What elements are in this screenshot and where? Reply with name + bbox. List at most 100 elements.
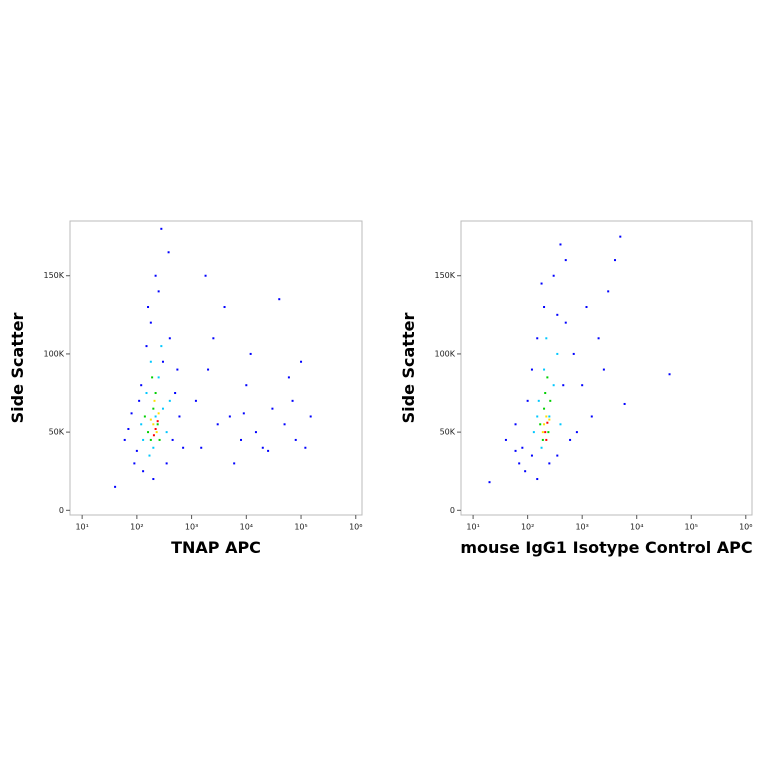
y-axis-label: Side Scatter — [399, 313, 418, 424]
y-tick-label: 100K — [43, 349, 64, 358]
event-dot — [536, 415, 539, 418]
y-tick-label: 100K — [434, 349, 455, 358]
event-dot — [283, 423, 286, 426]
y-tick-label: 150K — [434, 271, 455, 280]
event-dot — [245, 384, 248, 387]
event-dot — [564, 321, 567, 324]
event-dot — [623, 402, 626, 405]
event-dot — [157, 290, 160, 293]
event-dot — [204, 274, 207, 277]
x-tick-label: 10⁴ — [630, 523, 643, 532]
event-dot — [544, 431, 547, 434]
event-dot — [556, 313, 559, 316]
event-dot — [518, 462, 521, 465]
event-dot — [161, 360, 164, 363]
event-dot — [140, 423, 143, 426]
event-dot — [194, 399, 197, 402]
event-dot — [142, 438, 145, 441]
event-dot — [138, 399, 141, 402]
event-dot — [160, 345, 163, 348]
event-dot — [182, 446, 185, 449]
event-dot — [514, 449, 517, 452]
event-dot — [228, 415, 231, 418]
x-tick-label: 10² — [130, 523, 143, 532]
event-dot — [514, 423, 517, 426]
event-dot — [619, 235, 622, 238]
event-dot — [504, 438, 507, 441]
event-dot — [532, 431, 535, 434]
event-dot — [148, 454, 151, 457]
event-dot — [178, 415, 181, 418]
event-dot — [171, 438, 174, 441]
event-dot — [149, 321, 152, 324]
event-dot — [607, 290, 610, 293]
event-dot — [223, 306, 226, 309]
event-dot — [267, 449, 270, 452]
event-dot — [548, 415, 551, 418]
event-dot — [154, 274, 157, 277]
event-dot — [540, 282, 543, 285]
event-dot — [536, 337, 539, 340]
event-dot — [133, 462, 136, 465]
event-dot — [543, 423, 546, 426]
event-dot — [154, 392, 157, 395]
event-dot — [143, 415, 146, 418]
event-dot — [149, 360, 152, 363]
y-tick-label: 50K — [49, 428, 65, 437]
event-dot — [488, 481, 491, 484]
event-dot — [176, 368, 179, 371]
event-dot — [161, 407, 164, 410]
event-dot — [562, 384, 565, 387]
event-dot — [165, 462, 168, 465]
x-axis-label: TNAP APC — [171, 538, 261, 557]
event-dot — [140, 384, 143, 387]
event-dot — [135, 449, 138, 452]
event-dot — [261, 446, 264, 449]
event-dot — [541, 438, 544, 441]
y-tick-label: 0 — [450, 506, 455, 515]
event-dot — [309, 415, 312, 418]
event-dot — [602, 368, 605, 371]
event-dot — [536, 478, 539, 481]
event-dot — [149, 418, 152, 421]
event-dot — [547, 431, 550, 434]
event-dot — [543, 407, 546, 410]
event-dot — [168, 337, 171, 340]
event-dot — [152, 423, 155, 426]
event-dot — [556, 352, 559, 355]
event-dot — [668, 373, 671, 376]
event-dot — [207, 368, 210, 371]
event-dot — [156, 423, 159, 426]
event-dot — [546, 421, 549, 424]
event-dot — [174, 392, 177, 395]
event-dot — [540, 446, 543, 449]
event-dot — [212, 337, 215, 340]
x-axis-label: mouse IgG1 Isotype Control APC — [460, 538, 752, 557]
event-dot — [545, 415, 548, 418]
event-dot — [521, 446, 524, 449]
event-dot — [127, 427, 130, 430]
event-dot — [539, 423, 542, 426]
event-dot — [552, 384, 555, 387]
event-dot — [151, 376, 154, 379]
event-dot — [530, 454, 533, 457]
event-dot — [575, 431, 578, 434]
event-dot — [152, 434, 155, 437]
event-dot — [154, 427, 157, 430]
x-tick-label: 10⁶ — [349, 523, 362, 532]
event-dot — [242, 412, 245, 415]
event-dot — [152, 478, 155, 481]
event-dot — [548, 418, 551, 421]
event-dot — [585, 306, 588, 309]
y-axis-label: Side Scatter — [8, 313, 27, 424]
event-dot — [167, 251, 170, 254]
event-dot — [556, 454, 559, 457]
event-dot — [271, 407, 274, 410]
event-dot — [581, 384, 584, 387]
event-dot — [145, 345, 148, 348]
event-dot — [149, 438, 152, 441]
y-tick-label: 50K — [440, 428, 456, 437]
x-tick-label: 10¹ — [75, 523, 88, 532]
event-dot — [130, 412, 133, 415]
event-dot — [249, 352, 252, 355]
